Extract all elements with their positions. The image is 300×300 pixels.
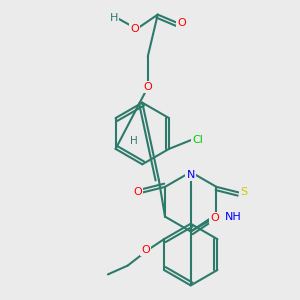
- Text: O: O: [130, 24, 139, 34]
- Text: H: H: [110, 13, 118, 23]
- Text: O: O: [141, 245, 150, 255]
- Text: NH: NH: [225, 212, 242, 222]
- Text: O: O: [133, 188, 142, 197]
- Text: O: O: [178, 18, 186, 28]
- Text: S: S: [240, 188, 247, 197]
- Text: H: H: [130, 136, 137, 146]
- Text: O: O: [143, 82, 152, 92]
- Text: O: O: [211, 213, 219, 223]
- Text: Cl: Cl: [192, 135, 203, 145]
- Text: N: N: [187, 170, 195, 180]
